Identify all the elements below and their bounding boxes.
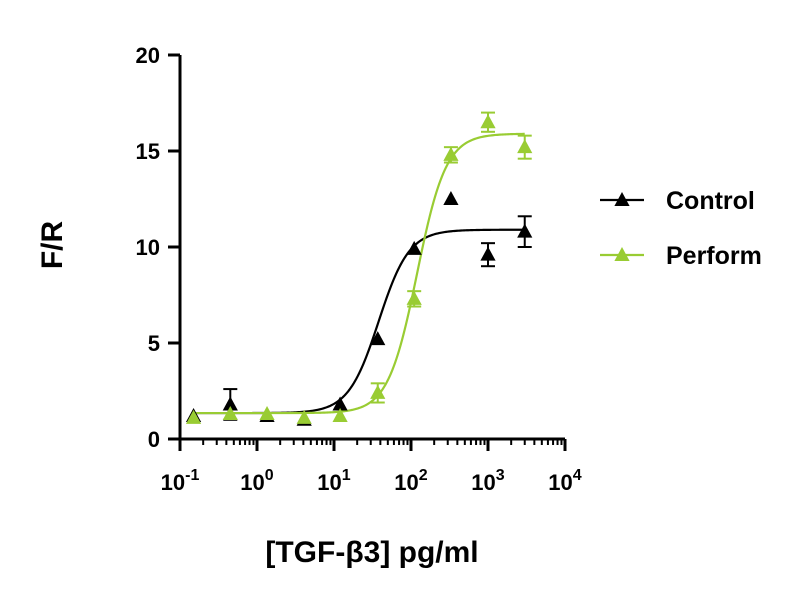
- data-point-control: [406, 240, 422, 255]
- triangle-marker: [517, 139, 533, 154]
- y-ticks: 0 5 10 15 20: [136, 43, 180, 452]
- triangle-marker: [332, 407, 348, 422]
- data-point-control: [332, 396, 348, 411]
- data-point-perform: [185, 409, 202, 424]
- legend-marker: [614, 192, 630, 206]
- data-point-perform: [517, 134, 533, 160]
- y-tick-label: 10: [136, 235, 160, 260]
- triangle-marker: [332, 396, 348, 411]
- fit-curves: [193, 132, 525, 415]
- data-point-perform: [296, 409, 312, 424]
- triangle-marker: [259, 406, 275, 421]
- axes: [178, 55, 565, 441]
- legend-label: Control: [666, 187, 755, 215]
- x-tick-label: 104: [548, 467, 581, 495]
- triangle-marker: [406, 240, 422, 255]
- legend-item-perform: Perform: [600, 242, 762, 270]
- x-axis-title: [TGF-β3] pg/ml: [265, 536, 478, 569]
- data-point-perform: [443, 146, 459, 164]
- y-tick-label: 0: [148, 427, 160, 452]
- triangle-marker: [185, 409, 202, 424]
- triangle-marker: [443, 146, 459, 161]
- data-point-perform: [222, 406, 238, 421]
- x-tick-label: 10-1: [161, 467, 200, 495]
- y-axis-title: F/R: [36, 221, 69, 270]
- y-tick-label: 20: [136, 43, 160, 68]
- legend: Control Perform: [600, 187, 762, 270]
- triangle-marker: [222, 396, 238, 411]
- data-point-perform: [406, 290, 422, 308]
- triangle-marker: [222, 406, 238, 421]
- data-point-perform: [259, 406, 275, 421]
- legend-marker: [614, 247, 630, 261]
- fit-curve-perform: [193, 132, 525, 415]
- x-tick-label: 102: [394, 467, 427, 495]
- y-tick-label: 5: [148, 331, 160, 356]
- triangle-marker: [517, 223, 533, 238]
- data-point-control: [370, 331, 386, 346]
- data-points: [185, 111, 533, 426]
- data-point-control: [480, 242, 496, 268]
- triangle-marker: [443, 191, 459, 205]
- legend-label: Perform: [666, 242, 762, 270]
- triangle-marker: [296, 409, 312, 424]
- triangle-marker: [406, 290, 422, 305]
- data-point-control: [517, 215, 533, 248]
- triangle-marker: [480, 114, 496, 129]
- data-point-perform: [370, 382, 386, 404]
- triangle-marker: [370, 384, 386, 399]
- x-tick-label: 103: [471, 467, 504, 495]
- legend-item-control: Control: [600, 187, 755, 215]
- x-ticks: 10-1 100 101 102 103 104: [161, 439, 582, 495]
- data-point-control: [443, 191, 459, 205]
- triangle-marker: [480, 246, 496, 261]
- fit-curve-control: [193, 228, 525, 415]
- x-tick-label: 101: [317, 467, 350, 495]
- x-tick-label: 100: [240, 467, 273, 495]
- data-point-perform: [480, 111, 496, 133]
- y-tick-label: 15: [136, 139, 160, 164]
- triangle-marker: [370, 331, 386, 346]
- data-point-perform: [332, 407, 348, 422]
